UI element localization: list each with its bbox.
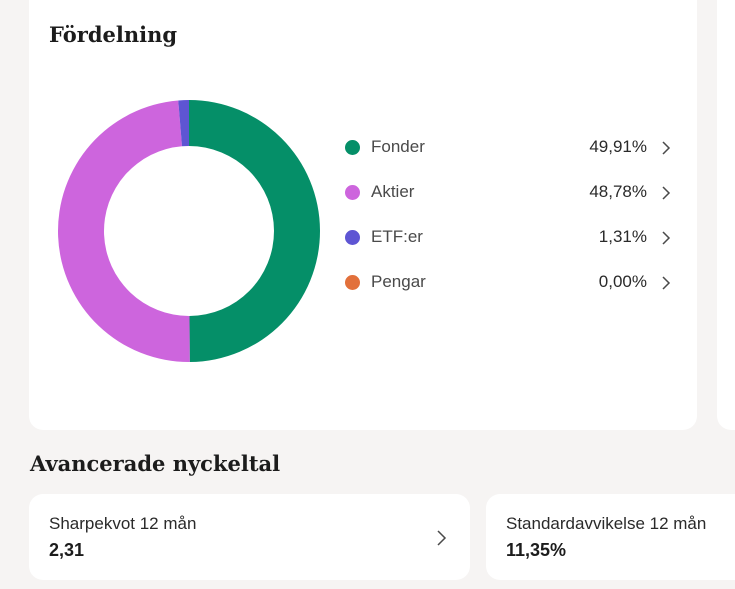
chevron-right-icon [662,141,671,155]
metric-value: 2,31 [49,540,85,560]
donut-segment-fonder [189,100,320,362]
legend-value: 49,91% [589,137,647,156]
legend-dot-pengar [345,275,360,290]
chevron-right-icon [662,231,671,245]
chevron-right-icon [437,530,447,546]
legend-label: Pengar [371,272,426,291]
legend-row-aktier[interactable]: Aktier 48,78% [345,179,675,205]
distribution-title: Fördelning [49,22,178,47]
legend-row-etfer[interactable]: ETF:er 1,31% [345,224,675,250]
legend-label: ETF:er [371,227,423,246]
sharpe-ratio-card[interactable]: Sharpekvot 12 mån 2,31 [29,494,470,580]
legend-label: Aktier [371,182,415,201]
legend-value: 48,78% [589,182,647,201]
distribution-card: Fördelning Fonder 49,91% Aktier 48,78% E… [29,0,697,430]
next-card-edge [717,0,735,430]
chevron-right-icon [662,186,671,200]
standard-deviation-card[interactable]: Standardavvikelse 12 mån 11,35% [486,494,735,580]
legend-value: 0,00% [598,272,647,291]
metric-value: 11,35% [506,540,567,560]
legend-value: 1,31% [598,227,647,246]
distribution-donut-chart [58,100,320,362]
legend-row-pengar[interactable]: Pengar 0,00% [345,269,675,295]
legend-row-fonder[interactable]: Fonder 49,91% [345,134,675,160]
donut-segment-etf-er [178,100,189,147]
legend-dot-aktier [345,185,360,200]
chevron-right-icon [662,276,671,290]
legend-dot-etfer [345,230,360,245]
metric-label: Standardavvikelse 12 mån [506,514,707,533]
metric-label: Sharpekvot 12 mån [49,514,197,533]
advanced-metrics-title: Avancerade nyckeltal [30,451,281,476]
legend-label: Fonder [371,137,425,156]
legend-dot-fonder [345,140,360,155]
donut-segment-aktier [58,100,190,362]
